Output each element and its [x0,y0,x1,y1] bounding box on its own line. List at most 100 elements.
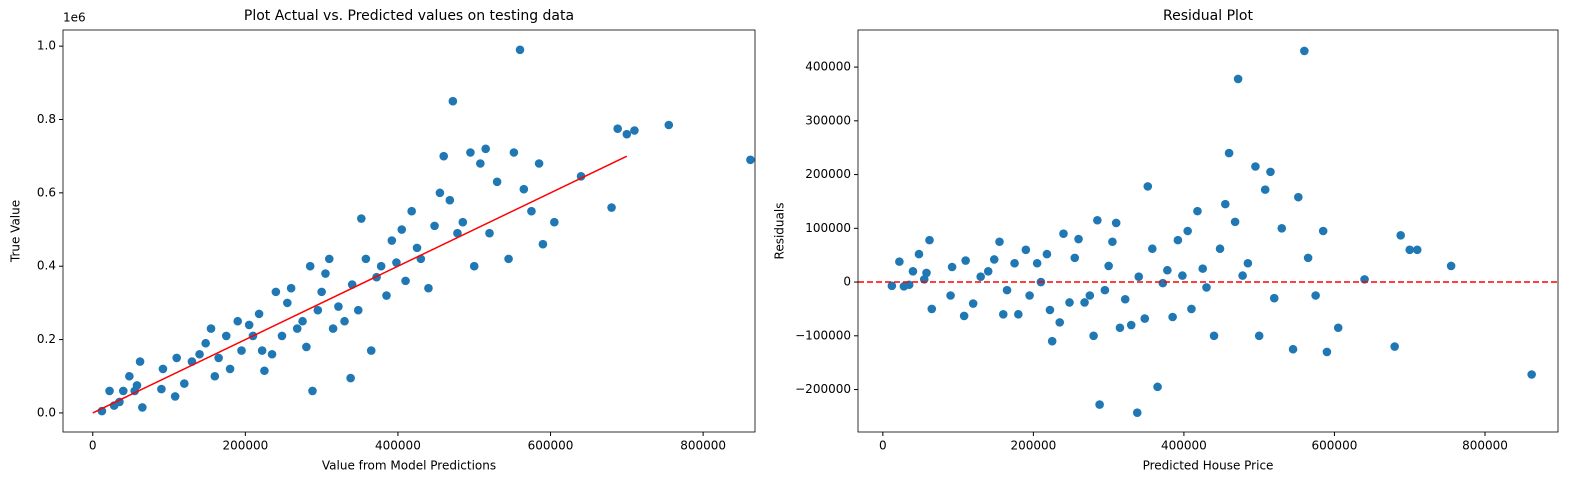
point [947,262,957,272]
point [1294,192,1303,202]
point [453,228,462,238]
point [1163,265,1172,275]
point [366,346,376,355]
point [476,159,485,168]
point [959,311,969,321]
plot-frame [857,29,1559,433]
point [376,261,386,271]
point [1187,304,1196,314]
point [630,126,639,135]
y-tick-label: 300000 [805,113,851,127]
point [504,254,513,264]
point [1108,237,1117,247]
x-tick-label: 400000 [375,439,421,453]
reference-line [92,155,628,414]
point [407,206,416,216]
point [1021,245,1031,255]
point [983,267,993,276]
point [1251,162,1260,171]
point [382,291,391,300]
point [895,257,904,266]
point [922,268,931,278]
point [267,349,277,359]
point [445,195,455,205]
point [1080,298,1089,307]
point [401,276,410,286]
point [1085,291,1095,300]
point [1322,347,1332,357]
point [1115,323,1125,333]
point [976,272,985,281]
x-tick-label: 800000 [680,439,726,453]
point [1202,283,1211,292]
point [361,254,371,264]
point [1045,305,1055,315]
point [1318,226,1328,236]
point [328,324,338,333]
point [538,239,548,249]
y-tick-label: −200000 [795,382,851,396]
point [914,249,924,259]
point [519,184,529,194]
point [225,364,235,374]
point [622,129,632,139]
point [357,214,366,223]
point [277,331,287,341]
point [135,357,145,366]
point [292,324,302,333]
point [286,283,296,293]
y-offset-text: 1e6 [63,11,86,25]
point [1148,244,1157,254]
point [397,225,407,234]
point [1198,264,1208,273]
point [334,302,343,311]
point [469,261,479,271]
point [1209,331,1219,341]
point [340,316,349,326]
point [1074,234,1083,244]
point [1173,235,1183,245]
point [509,148,519,157]
point [392,258,401,267]
point [424,283,433,293]
point [180,379,189,388]
point [448,96,458,106]
point [305,261,315,271]
point [1134,272,1144,281]
point [1288,344,1298,354]
point [1243,258,1253,268]
x-tick-label: 200000 [1010,439,1056,453]
point [138,403,147,412]
plot-frame [62,29,756,433]
point [439,151,449,161]
point [1254,331,1264,341]
point [1158,278,1168,288]
point [1446,261,1456,271]
point [387,236,397,245]
point [1065,298,1074,307]
point [925,235,934,245]
point [1168,312,1177,322]
point [298,316,307,326]
point [1193,206,1202,216]
point [1405,245,1415,255]
point [607,203,616,212]
x-axis-label: Predicted House Price [1143,459,1274,473]
y-tick-label: 0.8 [37,112,56,126]
point [908,267,918,276]
point [1178,271,1187,280]
point [157,384,166,394]
point [172,353,181,363]
point [353,305,363,315]
point [1333,323,1343,333]
point [1025,291,1034,300]
point [1224,148,1234,158]
point [1412,245,1422,255]
point [1396,230,1405,240]
point [1215,244,1225,254]
point [550,217,559,227]
point [1089,331,1098,341]
y-tick-label: 0.0 [37,405,56,419]
point [313,305,323,315]
